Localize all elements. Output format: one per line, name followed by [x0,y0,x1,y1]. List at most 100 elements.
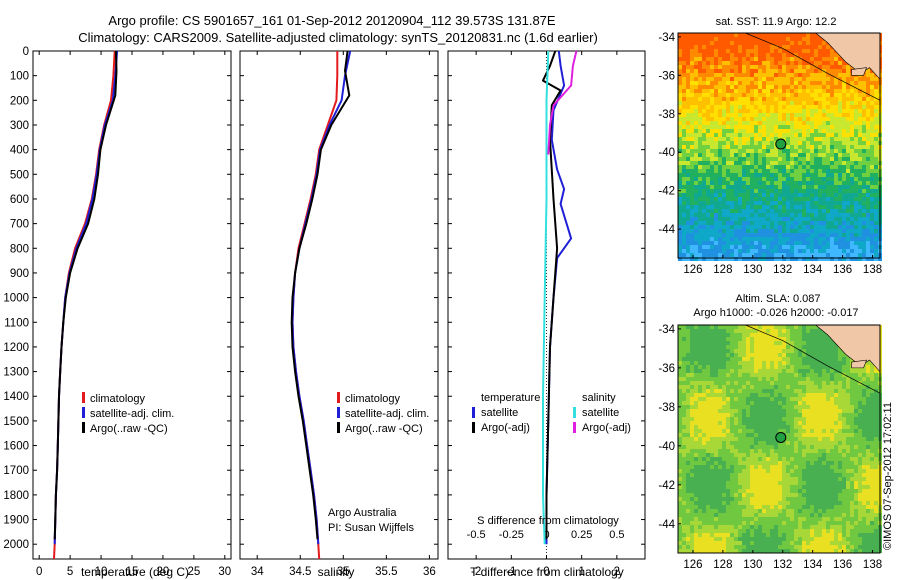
map-cell [802,185,806,189]
map-cell [798,209,802,213]
map-cell [714,77,718,81]
map-cell [742,33,746,37]
map-cell [730,225,734,229]
map-cell [778,97,782,101]
map-cell [846,229,850,233]
map-cell [698,69,702,73]
map-cell [774,109,778,113]
map-cell [846,197,850,201]
map-cell [802,405,806,409]
map-cell [782,165,786,169]
map-cell [722,61,726,65]
map-cell [858,97,862,101]
map-cell [834,69,838,73]
map-cell [834,217,838,221]
map-cell [738,121,742,125]
map-cell [770,205,774,209]
lon-tick-label: 138 [863,264,882,276]
map-cell [750,193,754,197]
map-cell [830,201,834,205]
map-cell [774,201,778,205]
map-cell [746,369,750,373]
map-cell [794,233,798,237]
map-cell [742,381,746,385]
map-cell [830,105,834,109]
map-cell [706,65,710,69]
map-cell [830,381,834,385]
map-cell [814,405,818,409]
map-cell [706,205,710,209]
map-cell [834,81,838,85]
map-cell [870,165,874,169]
map-cell [766,109,770,113]
map-cell [810,441,814,445]
map-cell [734,241,738,245]
map-cell [862,237,866,241]
map-cell [682,445,686,449]
depth-tick-label: 1000 [3,293,29,305]
map-cell [714,325,718,329]
map-cell [834,233,838,237]
map-cell [738,325,742,329]
map-cell [842,457,846,461]
depth-tick-label: 600 [10,194,29,206]
map-cell [702,93,706,97]
map-cell [874,417,878,421]
map-cell [710,93,714,97]
map-cell [814,417,818,421]
map-cell [730,97,734,101]
map-cell [742,113,746,117]
map-cell [722,249,726,253]
map-cell [690,97,694,101]
map-cell [818,341,822,345]
map-cell [794,249,798,253]
map-cell [714,433,718,437]
map-cell [706,41,710,45]
map-cell [794,253,798,257]
map-cell [846,437,850,441]
map-cell [774,33,778,37]
map-cell [686,405,690,409]
map-cell [802,189,806,193]
map-cell [758,133,762,137]
map-cell [802,357,806,361]
map-cell [726,465,730,469]
map-cell [798,105,802,109]
map-cell [722,93,726,97]
map-cell [770,97,774,101]
map-cell [714,41,718,45]
map-cell [798,345,802,349]
map-cell [722,253,726,257]
map-cell [778,77,782,81]
map-cell [842,89,846,93]
map-cell [782,237,786,241]
map-cell [746,381,750,385]
map-cell [694,341,698,345]
map-cell [830,133,834,137]
map-cell [710,65,714,69]
map-cell [750,249,754,253]
map-cell [790,209,794,213]
map-cell [786,453,790,457]
map-cell [722,33,726,37]
map-cell [694,53,698,57]
map-cell [694,369,698,373]
map-cell [818,373,822,377]
map-cell [818,89,822,93]
map-cell [830,101,834,105]
map-cell [818,441,822,445]
map-cell [790,365,794,369]
map-cell [790,381,794,385]
map-cell [710,209,714,213]
map-cell [694,241,698,245]
map-cell [866,153,870,157]
map-cell [770,197,774,201]
map-cell [806,161,810,165]
map-cell [746,349,750,353]
map-cell [774,449,778,453]
map-cell [866,165,870,169]
map-cell [814,49,818,53]
map-cell [702,217,706,221]
map-cell [742,157,746,161]
map-cell [682,45,686,49]
